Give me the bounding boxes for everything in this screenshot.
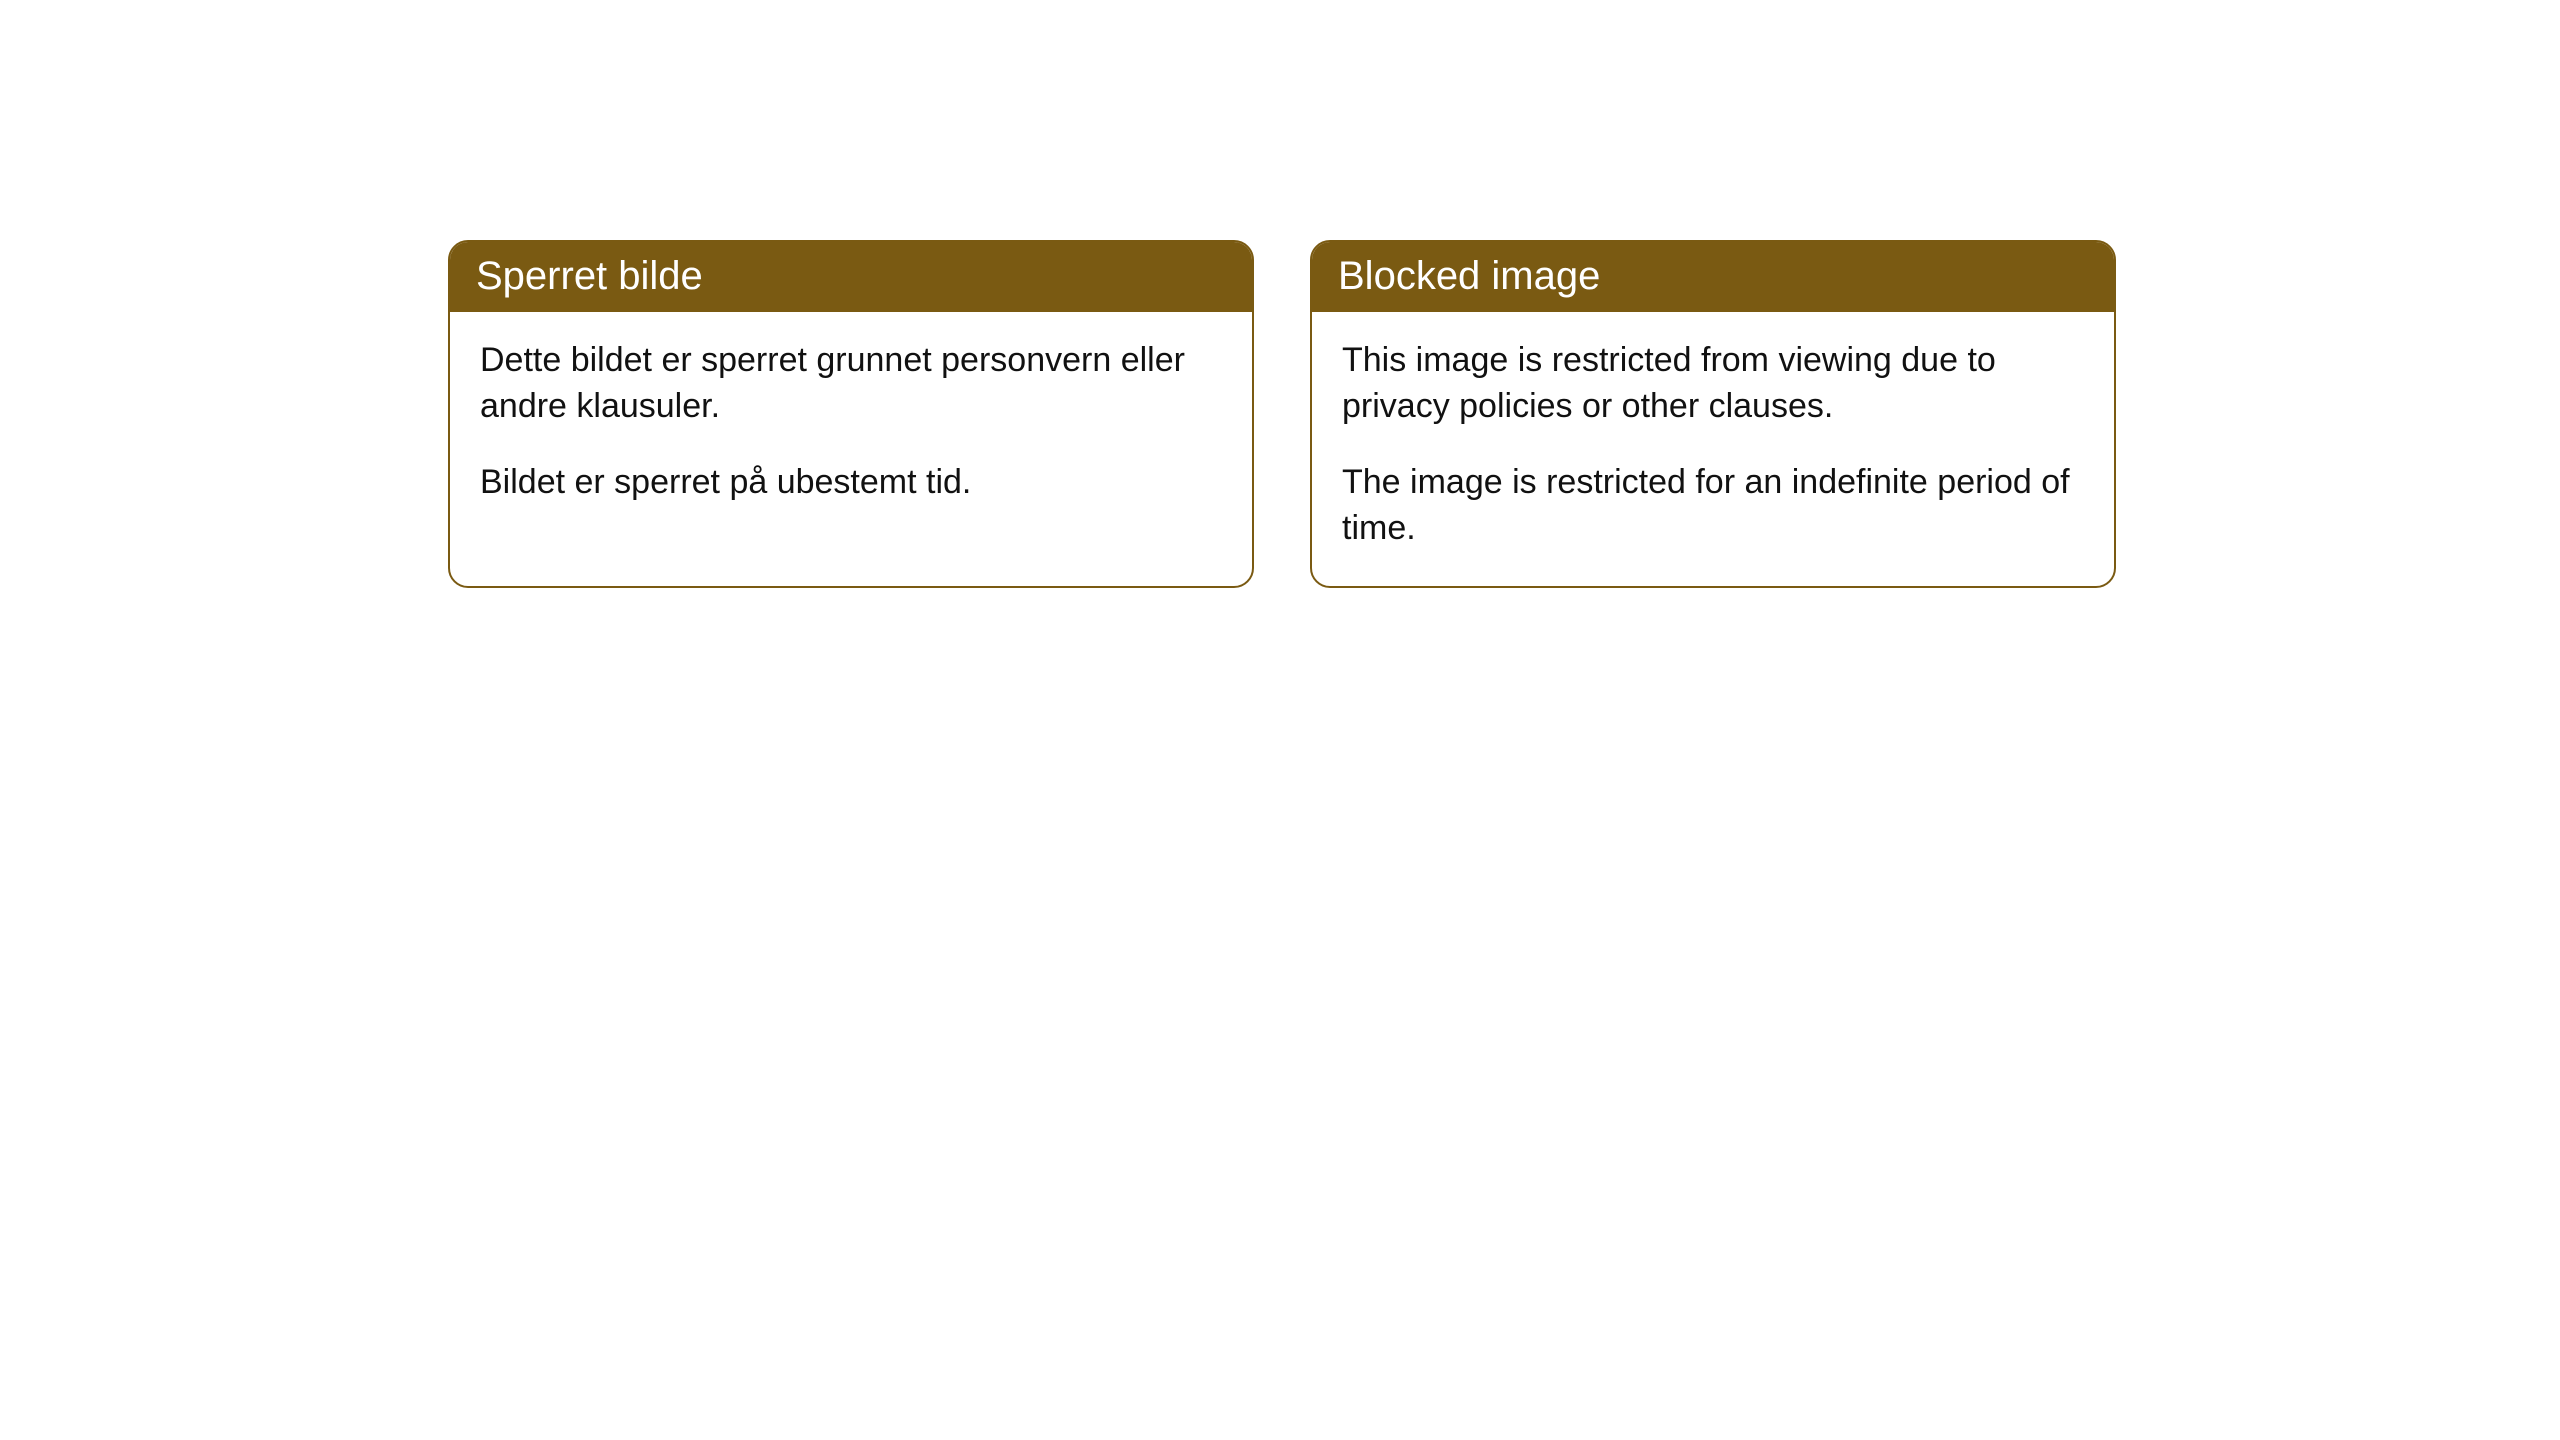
card-paragraph: Bildet er sperret på ubestemt tid. bbox=[480, 460, 1222, 506]
blocked-image-card-en: Blocked image This image is restricted f… bbox=[1310, 240, 2116, 588]
card-body: Dette bildet er sperret grunnet personve… bbox=[450, 312, 1252, 540]
cards-container: Sperret bilde Dette bildet er sperret gr… bbox=[0, 0, 2560, 588]
card-paragraph: This image is restricted from viewing du… bbox=[1342, 338, 2084, 430]
card-paragraph: Dette bildet er sperret grunnet personve… bbox=[480, 338, 1222, 430]
card-paragraph: The image is restricted for an indefinit… bbox=[1342, 460, 2084, 552]
card-header: Sperret bilde bbox=[450, 242, 1252, 312]
card-body: This image is restricted from viewing du… bbox=[1312, 312, 2114, 586]
blocked-image-card-no: Sperret bilde Dette bildet er sperret gr… bbox=[448, 240, 1254, 588]
card-header: Blocked image bbox=[1312, 242, 2114, 312]
